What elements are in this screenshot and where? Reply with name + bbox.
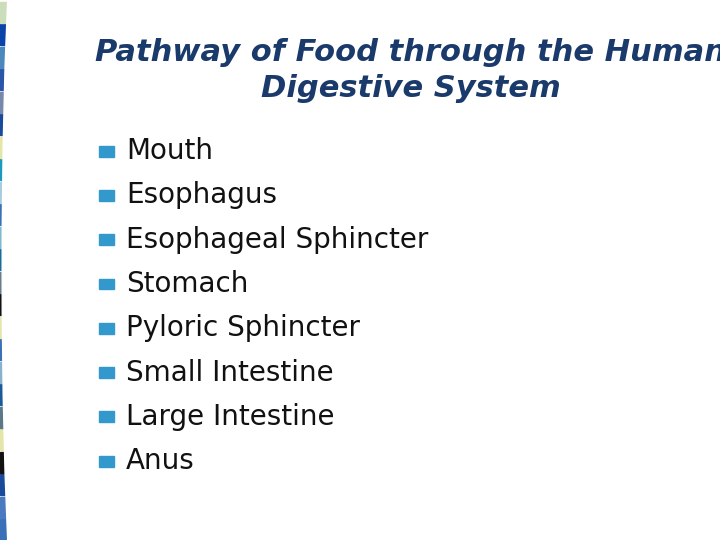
Bar [22,474,45,495]
Bar [0,69,20,90]
Bar [0,159,20,180]
Text: Mouth: Mouth [126,137,213,165]
Bar [0,2,20,23]
Bar [0,227,20,247]
Bar [22,69,45,90]
Text: Esophageal Sphincter: Esophageal Sphincter [126,226,428,254]
Bar [99,190,114,201]
Bar [22,159,45,180]
Bar [0,316,20,338]
Bar [22,227,45,247]
Bar [99,411,114,422]
Text: Anus: Anus [126,447,194,475]
Bar [0,339,20,360]
Bar [0,519,20,540]
Bar [22,249,45,270]
Bar [22,46,45,68]
Bar [0,181,20,202]
Bar [99,234,114,245]
Bar [0,24,20,45]
Bar [22,272,45,293]
Bar [22,339,45,360]
Bar [22,137,45,158]
Text: Stomach: Stomach [126,270,248,298]
Text: Pathway of Food through the Human
Digestive System: Pathway of Food through the Human Digest… [95,38,720,103]
Bar [99,279,114,289]
Bar [22,497,45,517]
Bar [0,474,20,495]
Text: Large Intestine: Large Intestine [126,403,335,431]
Bar [22,92,45,112]
Bar [22,384,45,405]
Bar [22,114,45,135]
Text: Esophagus: Esophagus [126,181,277,210]
Bar [22,519,45,540]
Bar [22,24,45,45]
Text: Pyloric Sphincter: Pyloric Sphincter [126,314,360,342]
Bar [99,323,114,334]
Bar [22,407,45,428]
Bar [0,429,20,450]
Bar [0,407,20,428]
Bar [0,204,20,225]
Bar [22,204,45,225]
Bar [22,181,45,202]
Bar [0,92,20,112]
Ellipse shape [2,0,53,540]
Bar [99,367,114,378]
Bar [0,362,20,382]
Bar [0,114,20,135]
Bar [22,451,45,472]
Bar [0,137,20,158]
Bar [0,46,20,68]
Bar [22,2,45,23]
Bar [22,316,45,338]
Bar [99,456,114,467]
Bar [0,451,20,472]
Text: Small Intestine: Small Intestine [126,359,333,387]
Bar [0,272,20,293]
Bar [0,384,20,405]
Bar [0,497,20,517]
Bar [99,146,114,157]
Bar [22,362,45,382]
Bar [22,294,45,315]
Bar [0,294,20,315]
Bar [22,429,45,450]
Bar [0,249,20,270]
